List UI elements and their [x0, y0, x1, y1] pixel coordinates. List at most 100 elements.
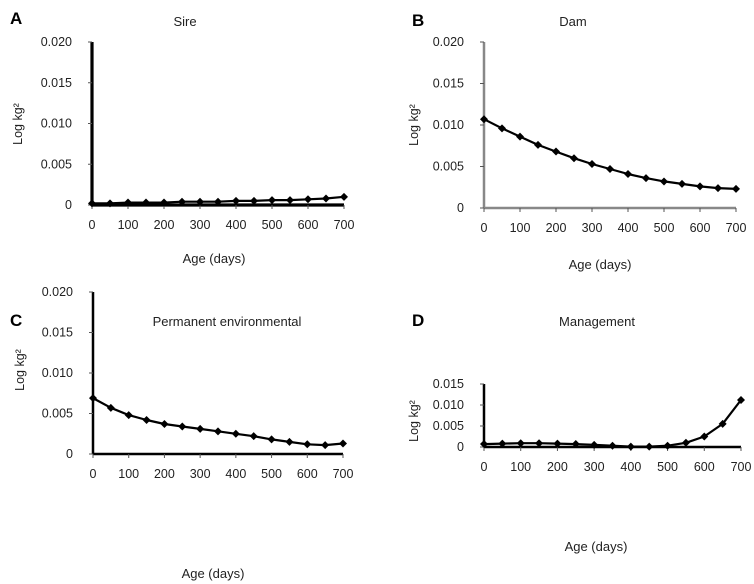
data-point-marker	[124, 198, 132, 207]
x-tick-label: 600	[690, 221, 711, 235]
data-point-marker	[737, 395, 745, 404]
data-point-marker	[178, 422, 187, 431]
data-point-marker	[642, 174, 650, 183]
data-point-marker	[608, 441, 617, 450]
x-axis-label: Age (days)	[569, 257, 632, 272]
data-point-marker	[232, 196, 240, 205]
data-point-marker	[321, 441, 330, 450]
y-axis-label: Log kg²	[407, 400, 421, 442]
data-point-marker	[249, 432, 258, 441]
x-tick-label: 700	[334, 218, 355, 232]
data-point-marker	[606, 164, 614, 173]
y-tick-label: 0.010	[41, 117, 72, 131]
data-point-marker	[196, 424, 205, 433]
x-axis-label: Age (days)	[565, 539, 628, 554]
data-point-marker	[231, 429, 240, 438]
data-point-marker	[516, 439, 525, 448]
x-tick-label: 100	[118, 467, 139, 481]
data-point-marker	[88, 199, 96, 208]
data-point-marker	[340, 192, 348, 201]
y-tick-label: 0.010	[433, 398, 464, 412]
x-axis-label: Age (days)	[182, 566, 245, 581]
x-tick-label: 500	[654, 221, 675, 235]
data-point-marker	[267, 435, 276, 444]
y-tick-label: 0.020	[433, 35, 464, 49]
data-point-marker	[696, 182, 704, 191]
x-tick-label: 600	[694, 460, 715, 474]
data-point-marker	[534, 140, 542, 149]
y-tick-label: 0.010	[433, 118, 464, 132]
data-point-marker	[480, 115, 488, 124]
x-tick-label: 100	[510, 460, 531, 474]
x-tick-label: 400	[225, 467, 246, 481]
data-point-marker	[285, 437, 294, 446]
x-tick-label: 200	[546, 221, 567, 235]
data-point-marker	[160, 198, 168, 207]
panel-letter: C	[10, 311, 22, 330]
data-point-marker	[516, 132, 524, 141]
chart-panel-d: D Management 0 100 200 300 400 500 600 700 0 0.005 0…	[407, 311, 751, 554]
data-point-marker	[250, 196, 258, 205]
data-point-marker	[714, 184, 722, 193]
series-line	[483, 399, 742, 448]
data-point-marker	[268, 196, 276, 205]
data-point-marker	[552, 147, 560, 156]
data-point-marker	[498, 439, 507, 448]
data-point-marker	[339, 439, 347, 448]
data-point-marker	[322, 194, 330, 203]
x-axis-label: Age (days)	[183, 251, 246, 266]
x-tick-label: 700	[726, 221, 747, 235]
chart-title: Permanent environmental	[153, 314, 302, 329]
x-tick-label: 500	[657, 460, 678, 474]
x-tick-label: 0	[90, 467, 97, 481]
data-point-marker	[571, 440, 580, 449]
data-point-marker	[570, 154, 578, 163]
x-tick-label: 100	[118, 218, 139, 232]
panel-letter: B	[412, 11, 424, 30]
data-point-marker	[106, 403, 115, 412]
y-tick-label: 0	[457, 201, 464, 215]
x-tick-label: 400	[618, 221, 639, 235]
x-tick-label: 0	[481, 460, 488, 474]
y-tick-label: 0.020	[42, 285, 73, 299]
y-axis-label: Log kg²	[407, 104, 421, 146]
data-point-marker	[89, 394, 97, 403]
data-point-marker	[626, 442, 635, 451]
data-point-marker	[142, 415, 151, 424]
y-tick-label: 0.020	[41, 35, 72, 49]
x-tick-label: 300	[582, 221, 603, 235]
y-tick-label: 0.005	[433, 419, 464, 433]
data-point-marker	[214, 197, 222, 206]
chart-panel-c: C Permanent environmental 0 100 200 300 400 500…	[10, 285, 353, 581]
y-tick-label: 0.005	[433, 160, 464, 174]
x-tick-label: 200	[154, 467, 175, 481]
data-point-marker	[124, 411, 133, 420]
series-line	[483, 118, 737, 190]
y-tick-label: 0	[65, 198, 72, 212]
chart-panel-b: B Dam 0 100 200 300 400 500 600 700 0 0.005 0.010 0.0…	[407, 11, 746, 272]
data-point-marker	[553, 439, 562, 448]
x-tick-label: 500	[261, 467, 282, 481]
y-tick-label: 0.005	[41, 157, 72, 171]
data-point-marker	[498, 124, 506, 133]
data-point-marker	[588, 160, 596, 169]
data-point-marker	[178, 197, 186, 206]
y-tick-label: 0	[66, 447, 73, 461]
data-point-marker	[660, 177, 668, 186]
data-point-marker	[304, 195, 312, 204]
data-point-marker	[160, 420, 169, 429]
chart-panel-a: A Sire 0 100 200 300 400 500 600 700 0 0.005 0.010 0.…	[10, 9, 354, 266]
y-tick-label: 0	[457, 440, 464, 454]
data-point-marker	[196, 197, 204, 206]
panel-letter: D	[412, 311, 424, 330]
x-tick-label: 700	[731, 460, 752, 474]
data-point-marker	[303, 440, 312, 449]
x-tick-label: 200	[547, 460, 568, 474]
data-point-marker	[480, 440, 488, 449]
data-point-marker	[663, 441, 672, 450]
y-tick-label: 0.015	[42, 326, 73, 340]
y-tick-label: 0.005	[42, 407, 73, 421]
y-tick-label: 0.010	[42, 366, 73, 380]
data-point-marker	[624, 169, 632, 178]
